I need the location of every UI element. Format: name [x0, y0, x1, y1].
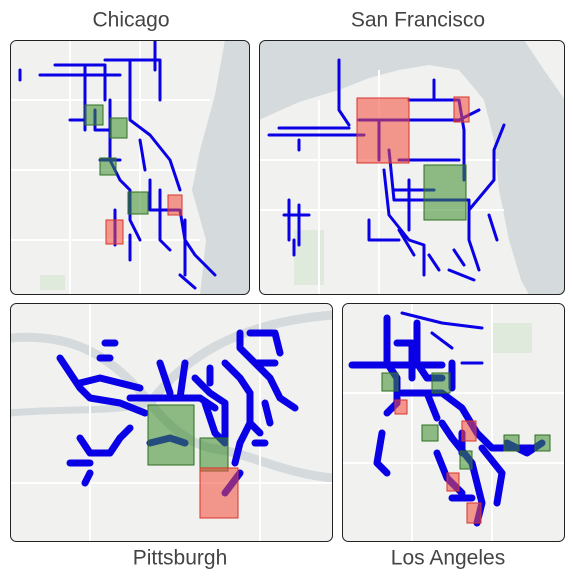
- map-chicago: [10, 40, 250, 295]
- panel-title: Pittsburgh: [133, 547, 228, 570]
- panel-title: Chicago: [92, 9, 169, 32]
- panel-title: San Francisco: [351, 9, 485, 32]
- map-san-francisco: [259, 40, 565, 295]
- panel-title: Los Angeles: [391, 547, 505, 570]
- map-pittsburgh: [10, 303, 333, 542]
- map-los-angeles: [342, 303, 565, 542]
